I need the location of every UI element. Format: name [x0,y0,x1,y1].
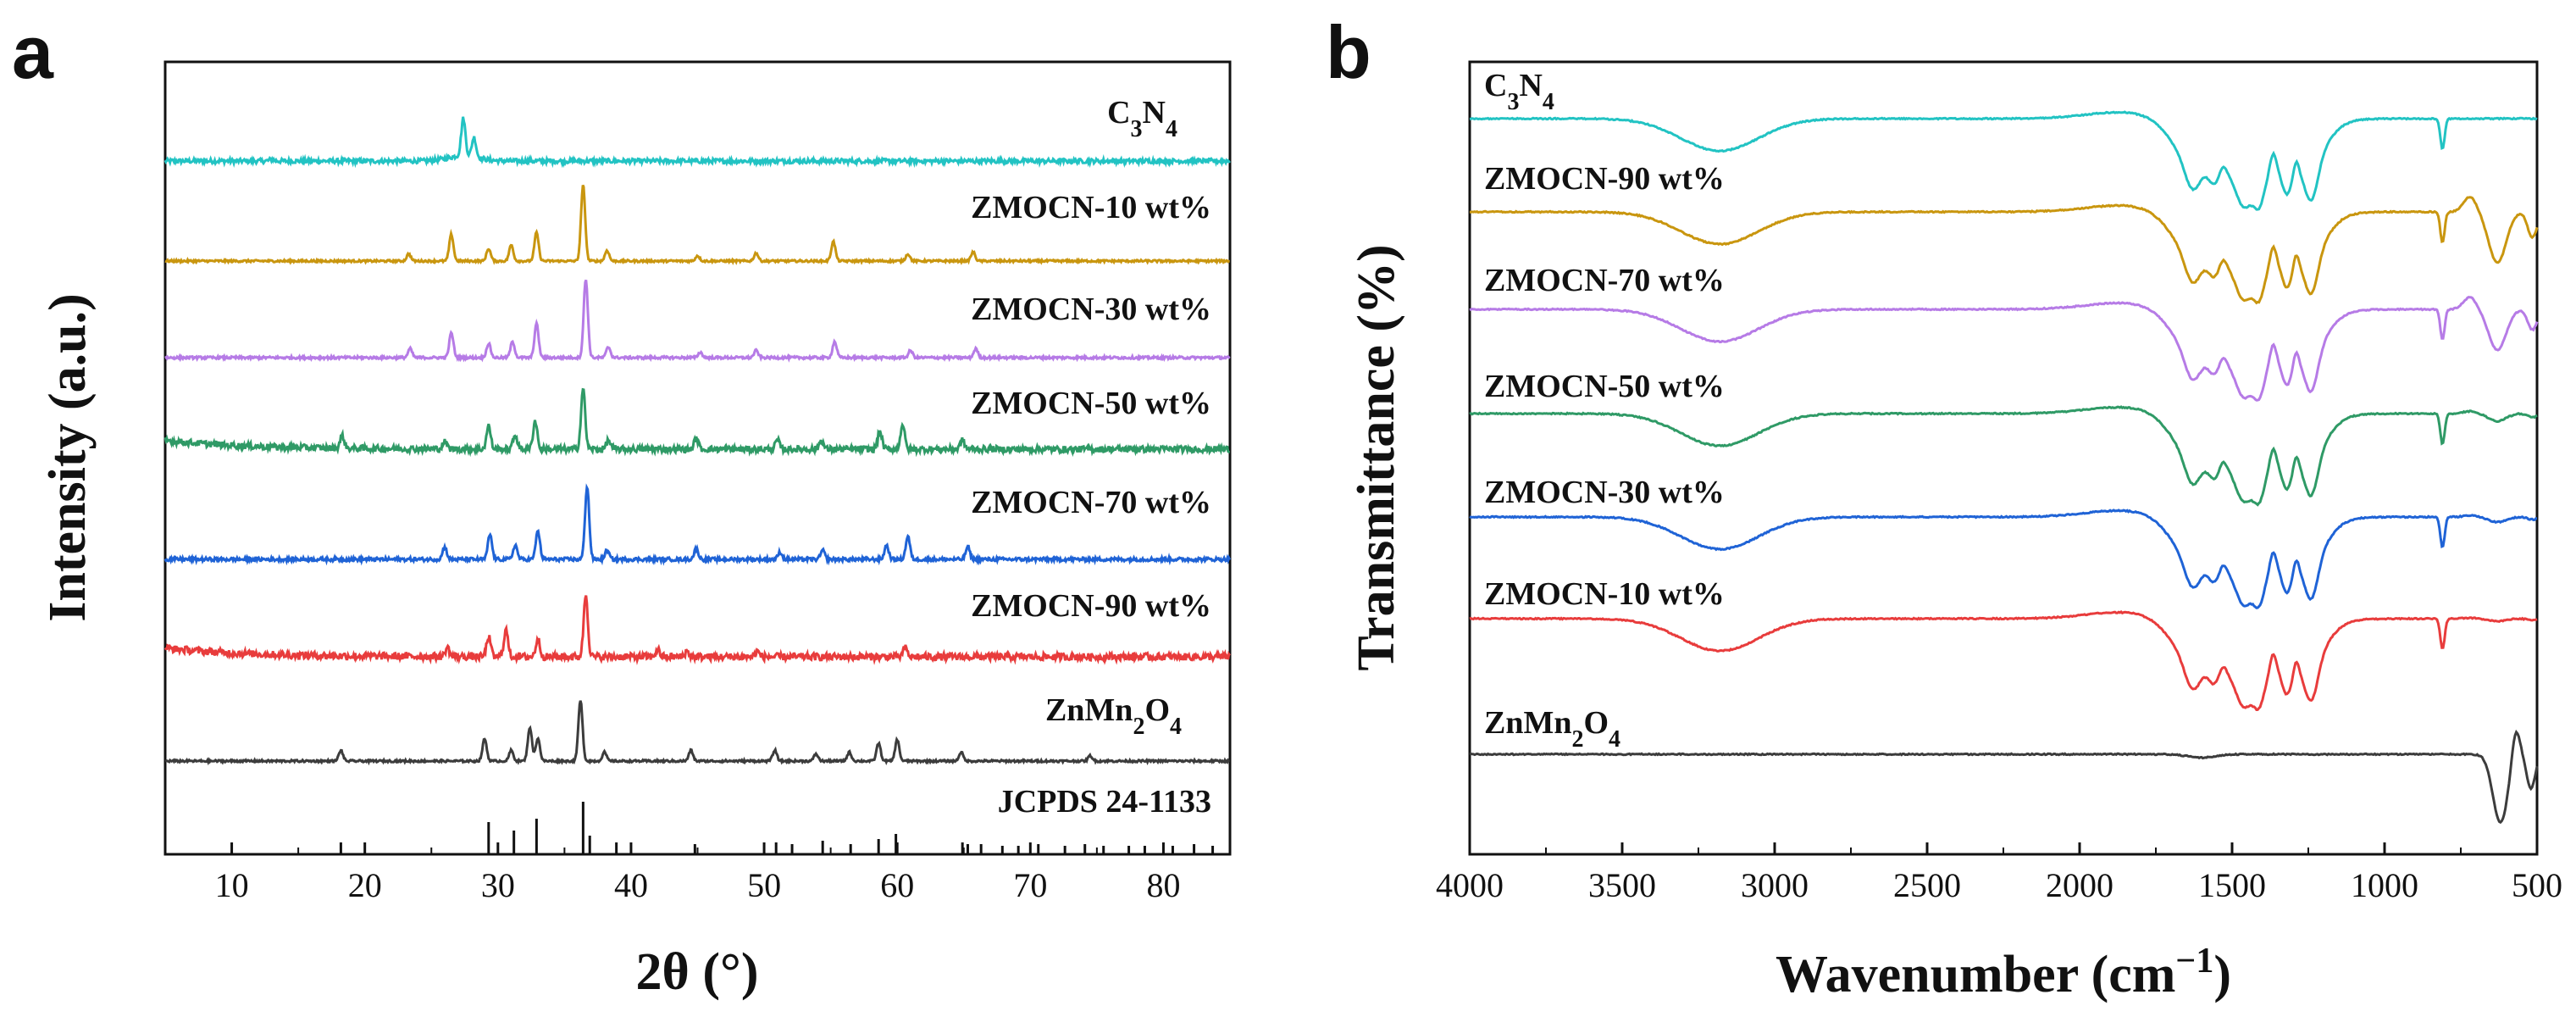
ftir-label-zmocn-50-wt: ZMOCN-50 wt% [1484,369,1725,404]
panel-b-series: C3N4 ZMOCN-90 wt% ZMOCN-70 wt% ZMOCN-50 wt%… [1469,68,2539,825]
panel-a-chart: 10 20 30 40 50 60 70 80 C3N4 ZMOCN-10 wt% ZMOCN-3… [39,60,1232,1001]
xrd-label-zmocn-30-wt: ZMOCN-30 wt% [971,292,1211,327]
x-tick-label: 1000 [2351,866,2418,904]
ftir-series-znmn2o4 [1469,729,2539,825]
x-tick-label: 70 [1013,866,1047,904]
xrd-series-zmocn-90-wt [163,595,1231,666]
ftir-label-c3n4: C3N4 [1484,68,1554,115]
x-tick-label: 4000 [1436,866,1504,904]
panel-a-letter: a [12,10,54,94]
ftir-series-zmocn-10-wt [1469,609,2538,712]
xrd-series-zmocn-10-wt [164,184,1230,266]
x-tick-label: 3000 [1741,866,1809,904]
ftir-label-zmocn-70-wt: ZMOCN-70 wt% [1484,263,1725,298]
ftir-series-c3n4 [1469,110,2538,211]
xrd-label-zmocn-10-wt: ZMOCN-10 wt% [971,190,1211,225]
x-tick-label: 2500 [1893,866,1961,904]
ftir-label-zmocn-30-wt: ZMOCN-30 wt% [1484,475,1725,510]
xrd-series-znmn2o4 [164,700,1230,766]
ftir-label-zmocn-90-wt: ZMOCN-90 wt% [1484,161,1725,197]
x-tick-label: 40 [614,866,648,904]
panel-a-series: C3N4 ZMOCN-10 wt% ZMOCN-30 wt% ZMOCN-50 wt%… [163,95,1232,766]
ftir-series-zmocn-30-wt [1469,508,2538,609]
xrd-series-zmocn-50-wt [163,387,1230,458]
xrd-label-zmocn-50-wt: ZMOCN-50 wt% [971,386,1211,421]
panel-b-x-axis-title: Wavenumber (cm−1) [1776,942,2231,1003]
xrd-label-zmocn-90-wt: ZMOCN-90 wt% [971,588,1211,624]
reference-label: JCPDS 24-1133 [998,784,1211,820]
panel-b-x-ticks: 4000 3500 3000 2500 2000 1500 1000 500 [1436,842,2562,904]
panel-a-reference-lines: JCPDS 24-1133 [339,784,1215,854]
xrd-series-zmocn-70-wt [163,483,1232,566]
xrd-series-zmocn-30-wt [164,279,1231,363]
x-tick-label: 30 [481,866,515,904]
x-tick-label: 1500 [2198,866,2266,904]
x-tick-label: 3500 [1588,866,1656,904]
ftir-series-zmocn-70-wt [1469,296,2539,402]
xrd-series-c3n4 [163,116,1231,169]
x-tick-label: 50 [747,866,781,904]
panel-a-x-axis-title: 2θ (°) [636,943,759,1001]
panel-a-y-axis-title: Intensity (a.u.) [39,293,97,622]
x-tick-label: 60 [880,866,914,904]
x-tick-label: 500 [2512,866,2562,904]
ftir-series-zmocn-50-wt [1469,405,2538,507]
panel-b-y-axis-title: Transmittance (%) [1348,244,1405,670]
xrd-label-znmn2o4: ZnMn2O4 [1045,692,1182,740]
xrd-label-zmocn-70-wt: ZMOCN-70 wt% [971,485,1211,520]
ftir-series-zmocn-90-wt [1470,196,2539,305]
ftir-label-zmocn-10-wt: ZMOCN-10 wt% [1484,576,1725,612]
ftir-label-znmn2o4: ZnMn2O4 [1484,705,1620,753]
x-tick-label: 2000 [2046,866,2113,904]
panel-b-letter: b [1326,10,1371,94]
x-tick-label: 80 [1146,866,1180,904]
panel-b-chart: 4000 3500 3000 2500 2000 1500 1000 500 C3N4 ZMOC… [1348,60,2562,1003]
xrd-label-c3n4: C3N4 [1107,95,1177,142]
panel-a-x-ticks: 10 20 30 40 50 60 70 80 [164,842,1231,904]
x-tick-label: 20 [348,866,382,904]
panel-a-frame [163,60,1232,856]
x-tick-label: 10 [215,866,249,904]
